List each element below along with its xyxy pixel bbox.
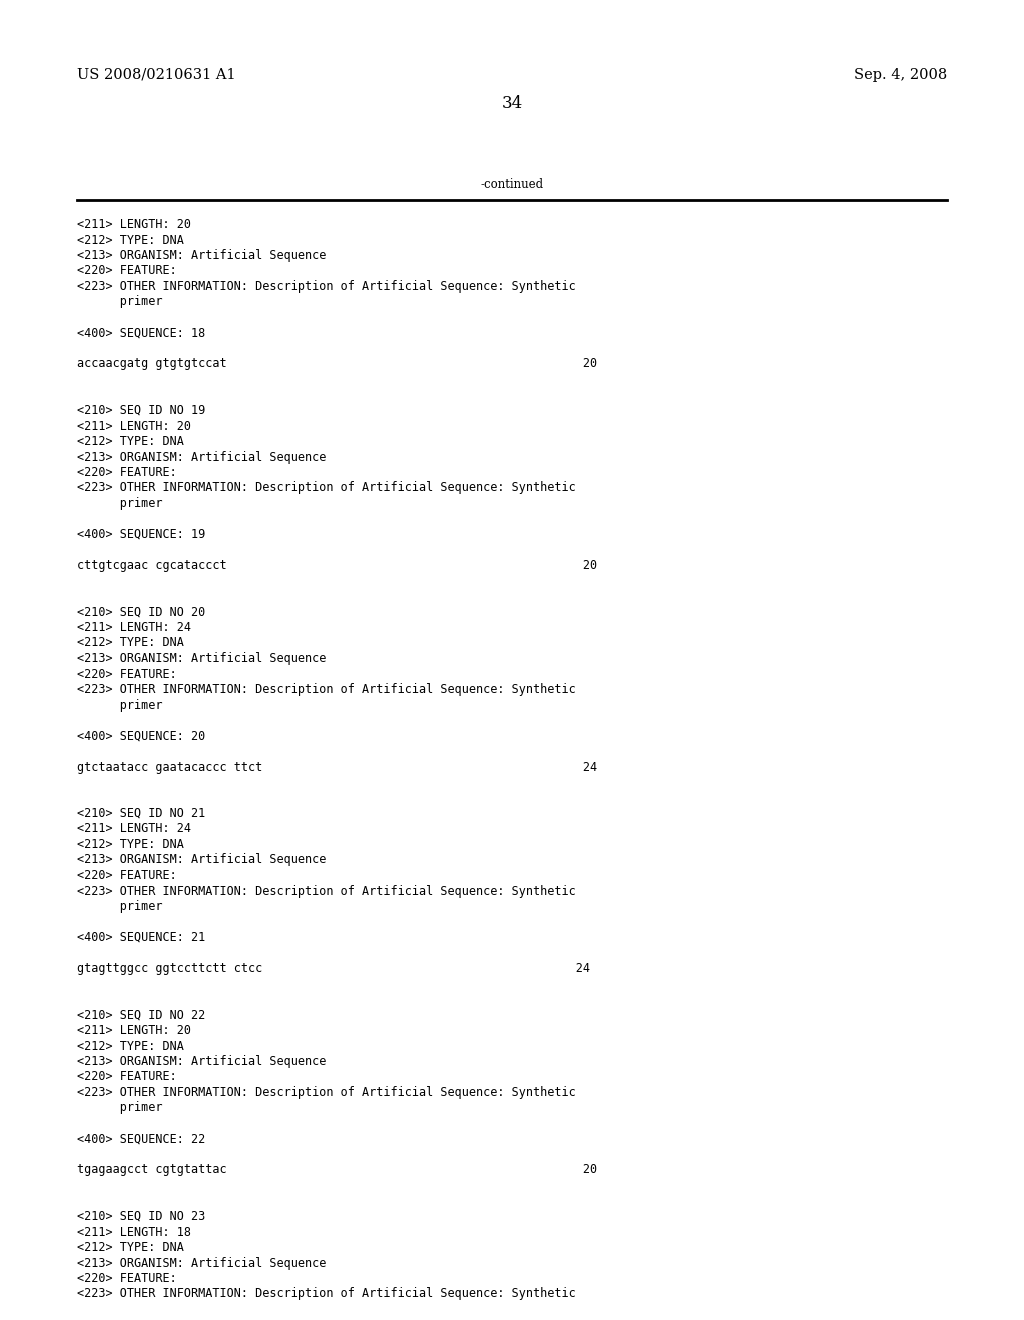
Text: <212> TYPE: DNA: <212> TYPE: DNA bbox=[77, 838, 183, 851]
Text: <220> FEATURE:: <220> FEATURE: bbox=[77, 869, 176, 882]
Text: 34: 34 bbox=[502, 95, 522, 112]
Text: <212> TYPE: DNA: <212> TYPE: DNA bbox=[77, 1241, 183, 1254]
Text: <211> LENGTH: 24: <211> LENGTH: 24 bbox=[77, 620, 190, 634]
Text: <213> ORGANISM: Artificial Sequence: <213> ORGANISM: Artificial Sequence bbox=[77, 854, 327, 866]
Text: <220> FEATURE:: <220> FEATURE: bbox=[77, 1272, 176, 1284]
Text: primer: primer bbox=[77, 698, 162, 711]
Text: <400> SEQUENCE: 22: <400> SEQUENCE: 22 bbox=[77, 1133, 205, 1146]
Text: <400> SEQUENCE: 20: <400> SEQUENCE: 20 bbox=[77, 730, 205, 742]
Text: <212> TYPE: DNA: <212> TYPE: DNA bbox=[77, 234, 183, 247]
Text: <400> SEQUENCE: 21: <400> SEQUENCE: 21 bbox=[77, 931, 205, 944]
Text: <212> TYPE: DNA: <212> TYPE: DNA bbox=[77, 436, 183, 447]
Text: <213> ORGANISM: Artificial Sequence: <213> ORGANISM: Artificial Sequence bbox=[77, 652, 327, 665]
Text: primer: primer bbox=[77, 900, 162, 913]
Text: <213> ORGANISM: Artificial Sequence: <213> ORGANISM: Artificial Sequence bbox=[77, 450, 327, 463]
Text: <211> LENGTH: 20: <211> LENGTH: 20 bbox=[77, 420, 190, 433]
Text: Sep. 4, 2008: Sep. 4, 2008 bbox=[854, 69, 947, 82]
Text: <210> SEQ ID NO 19: <210> SEQ ID NO 19 bbox=[77, 404, 205, 417]
Text: <400> SEQUENCE: 19: <400> SEQUENCE: 19 bbox=[77, 528, 205, 541]
Text: <210> SEQ ID NO 20: <210> SEQ ID NO 20 bbox=[77, 606, 205, 619]
Text: <212> TYPE: DNA: <212> TYPE: DNA bbox=[77, 1040, 183, 1052]
Text: gtagttggcc ggtccttctt ctcc                                            24: gtagttggcc ggtccttctt ctcc 24 bbox=[77, 962, 590, 975]
Text: primer: primer bbox=[77, 296, 162, 309]
Text: <213> ORGANISM: Artificial Sequence: <213> ORGANISM: Artificial Sequence bbox=[77, 1257, 327, 1270]
Text: US 2008/0210631 A1: US 2008/0210631 A1 bbox=[77, 69, 236, 82]
Text: tgagaagcct cgtgtattac                                                  20: tgagaagcct cgtgtattac 20 bbox=[77, 1163, 597, 1176]
Text: <212> TYPE: DNA: <212> TYPE: DNA bbox=[77, 636, 183, 649]
Text: <400> SEQUENCE: 18: <400> SEQUENCE: 18 bbox=[77, 326, 205, 339]
Text: <213> ORGANISM: Artificial Sequence: <213> ORGANISM: Artificial Sequence bbox=[77, 1055, 327, 1068]
Text: <220> FEATURE:: <220> FEATURE: bbox=[77, 466, 176, 479]
Text: gtctaatacc gaatacaccc ttct                                             24: gtctaatacc gaatacaccc ttct 24 bbox=[77, 760, 597, 774]
Text: <211> LENGTH: 18: <211> LENGTH: 18 bbox=[77, 1225, 190, 1238]
Text: accaacgatg gtgtgtccat                                                  20: accaacgatg gtgtgtccat 20 bbox=[77, 358, 597, 371]
Text: <211> LENGTH: 20: <211> LENGTH: 20 bbox=[77, 218, 190, 231]
Text: <213> ORGANISM: Artificial Sequence: <213> ORGANISM: Artificial Sequence bbox=[77, 249, 327, 261]
Text: <210> SEQ ID NO 22: <210> SEQ ID NO 22 bbox=[77, 1008, 205, 1022]
Text: primer: primer bbox=[77, 498, 162, 510]
Text: <210> SEQ ID NO 21: <210> SEQ ID NO 21 bbox=[77, 807, 205, 820]
Text: -continued: -continued bbox=[480, 178, 544, 191]
Text: <220> FEATURE:: <220> FEATURE: bbox=[77, 668, 176, 681]
Text: <223> OTHER INFORMATION: Description of Artificial Sequence: Synthetic: <223> OTHER INFORMATION: Description of … bbox=[77, 1287, 575, 1300]
Text: <220> FEATURE:: <220> FEATURE: bbox=[77, 1071, 176, 1084]
Text: <223> OTHER INFORMATION: Description of Artificial Sequence: Synthetic: <223> OTHER INFORMATION: Description of … bbox=[77, 1086, 575, 1100]
Text: primer: primer bbox=[77, 1101, 162, 1114]
Text: cttgtcgaac cgcataccct                                                  20: cttgtcgaac cgcataccct 20 bbox=[77, 558, 597, 572]
Text: <223> OTHER INFORMATION: Description of Artificial Sequence: Synthetic: <223> OTHER INFORMATION: Description of … bbox=[77, 280, 575, 293]
Text: <211> LENGTH: 24: <211> LENGTH: 24 bbox=[77, 822, 190, 836]
Text: <211> LENGTH: 20: <211> LENGTH: 20 bbox=[77, 1024, 190, 1038]
Text: <220> FEATURE:: <220> FEATURE: bbox=[77, 264, 176, 277]
Text: <223> OTHER INFORMATION: Description of Artificial Sequence: Synthetic: <223> OTHER INFORMATION: Description of … bbox=[77, 884, 575, 898]
Text: <223> OTHER INFORMATION: Description of Artificial Sequence: Synthetic: <223> OTHER INFORMATION: Description of … bbox=[77, 682, 575, 696]
Text: <210> SEQ ID NO 23: <210> SEQ ID NO 23 bbox=[77, 1210, 205, 1224]
Text: <223> OTHER INFORMATION: Description of Artificial Sequence: Synthetic: <223> OTHER INFORMATION: Description of … bbox=[77, 482, 575, 495]
